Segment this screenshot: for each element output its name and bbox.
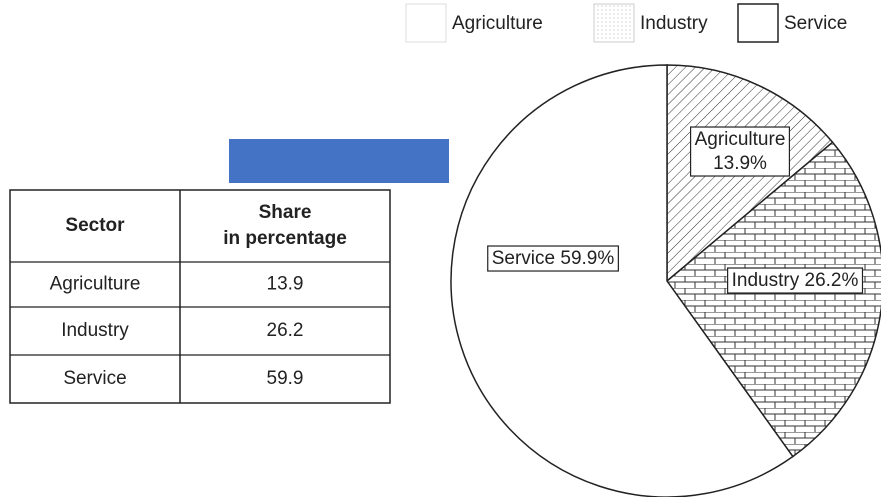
slice-label-box — [689, 126, 791, 177]
table-border — [9, 189, 391, 404]
slice-label-value: 13.9% — [713, 153, 767, 174]
blue-block — [229, 139, 449, 183]
legend-swatch — [593, 3, 635, 43]
table-cell: Agriculture — [50, 274, 141, 295]
slice-label-box — [487, 245, 619, 272]
legend-label: Industry — [640, 13, 708, 34]
legend-label: Service — [784, 13, 847, 34]
table-cell: 26.2 — [267, 320, 304, 341]
slice-label-value: 26.2% — [805, 270, 859, 291]
table-header: in percentage — [223, 228, 347, 249]
legend-swatch — [737, 3, 779, 43]
slice-label-box — [727, 267, 864, 294]
legend-swatch — [405, 3, 447, 43]
table-cell: Industry — [61, 320, 129, 341]
slice-label-name: Service — [492, 248, 555, 269]
slice-label: Service 59.9% — [492, 248, 615, 269]
table: Sector Share in percentage Agriculture 13.9 I… — [9, 189, 391, 404]
table-header: Share — [259, 202, 312, 223]
slice-label-name: Agriculture — [695, 129, 786, 150]
pie-slice — [665, 141, 881, 458]
table-cell: Service — [63, 368, 126, 389]
legend-label: Agriculture — [452, 13, 543, 34]
table-cell: 59.9 — [267, 368, 304, 389]
legend: Agriculture Industry Service — [405, 3, 847, 43]
table-cell: 13.9 — [267, 274, 304, 295]
slice-label: Industry 26.2% — [732, 270, 859, 291]
pie-slice — [450, 64, 794, 497]
table-header: Sector — [65, 215, 125, 236]
slice-label-value: 59.9% — [560, 248, 614, 269]
slice-label-name: Industry — [732, 270, 800, 291]
pie-chart: Agriculture 13.9% Industry 26.2% Service 59… — [450, 64, 881, 497]
